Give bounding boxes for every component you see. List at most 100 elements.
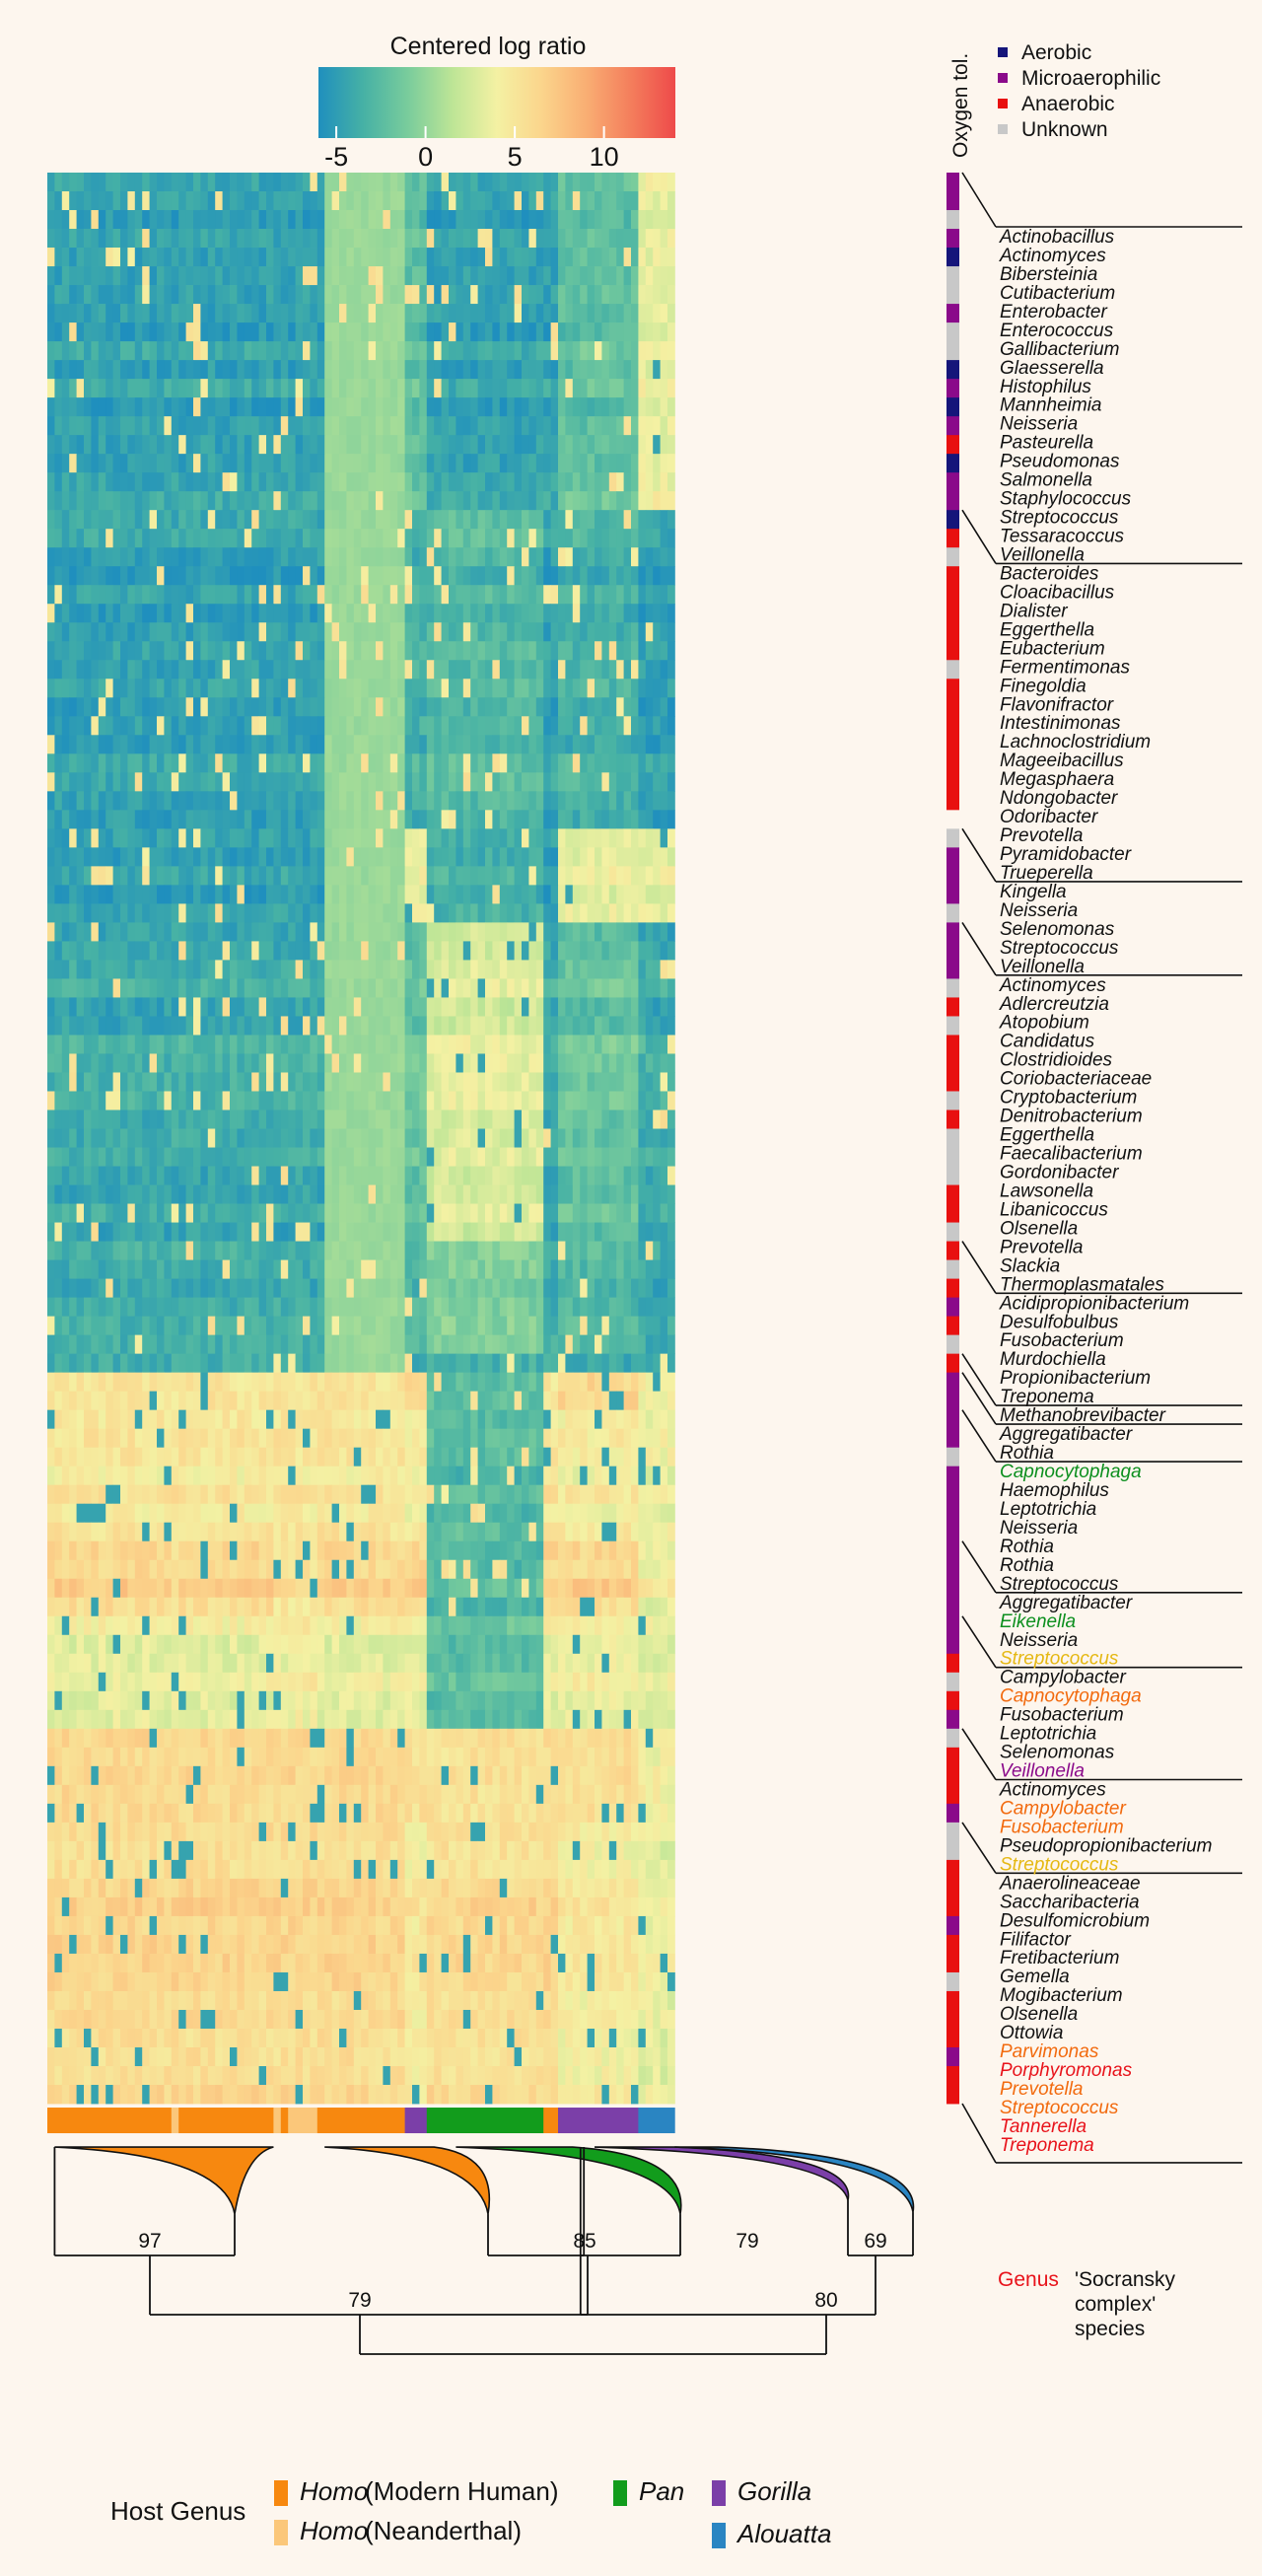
heatmap-cell (288, 379, 296, 398)
heatmap-cell (368, 529, 377, 548)
heatmap-cell (316, 828, 325, 848)
heatmap-cell (258, 491, 267, 511)
heatmap-cell (368, 454, 377, 473)
heatmap-cell (207, 285, 216, 305)
heatmap-cell (339, 1016, 347, 1036)
heatmap-cell (565, 978, 574, 998)
heatmap-cell (361, 622, 369, 642)
heatmap-cell (295, 191, 304, 211)
heatmap-cell (149, 397, 158, 417)
heatmap-cell (244, 173, 252, 192)
heatmap-cell (105, 903, 113, 923)
heatmap-cell (376, 248, 384, 267)
heatmap-cell (98, 510, 106, 530)
heatmap-cell (616, 866, 624, 886)
heatmap-cell (316, 716, 325, 736)
heatmap-cell (514, 1109, 523, 1129)
heatmap-cell (595, 1053, 602, 1073)
heatmap-cell (608, 828, 617, 848)
heatmap-cell (389, 1222, 398, 1242)
heatmap-cell (572, 1072, 581, 1092)
heatmap-cell (456, 1091, 464, 1110)
heatmap-cell (207, 716, 216, 736)
heatmap-cell (492, 1203, 501, 1223)
heatmap-cell (185, 566, 194, 586)
heatmap-cell (207, 491, 216, 511)
heatmap-cell (616, 753, 624, 773)
oxygen-legend-label: Microaerophilic (1021, 67, 1160, 90)
heatmap-cell (383, 1016, 391, 1036)
heatmap-cell (185, 1166, 194, 1185)
heatmap-cell (98, 210, 106, 230)
heatmap-cell (616, 491, 624, 511)
heatmap-cell (462, 903, 471, 923)
heatmap-cell (91, 697, 100, 717)
heatmap-cell (244, 641, 252, 661)
heatmap-cell (91, 810, 100, 829)
heatmap-cell (477, 791, 486, 811)
heatmap-cell (572, 304, 581, 323)
heatmap-cell (449, 1035, 456, 1054)
heatmap-cell (492, 1147, 501, 1167)
heatmap-cell (522, 885, 529, 904)
heatmap-cell (485, 510, 493, 530)
heatmap-cell (54, 978, 63, 998)
heatmap-cell (434, 585, 442, 605)
heatmap-cell (601, 229, 610, 249)
heatmap-cell (595, 416, 602, 436)
heatmap-cell (368, 772, 377, 792)
heatmap-cell (69, 791, 77, 811)
heatmap-cell (456, 1128, 464, 1148)
heatmap-cell (142, 1053, 150, 1073)
heatmap-cell (528, 510, 537, 530)
heatmap-cell (426, 1222, 435, 1242)
heatmap-cell (550, 791, 559, 811)
heatmap-cell (434, 660, 442, 680)
heatmap-cell (412, 472, 420, 492)
heatmap-cell (667, 435, 675, 455)
heatmap-cell (331, 529, 340, 548)
heatmap-cell (237, 397, 245, 417)
heatmap-cell (171, 454, 179, 473)
heatmap-cell (580, 529, 588, 548)
heatmap-cell (660, 866, 668, 886)
heatmap-cell (426, 810, 435, 829)
heatmap-cell (667, 1072, 675, 1092)
heatmap-cell (389, 960, 398, 979)
heatmap-cell (91, 304, 100, 323)
heatmap-cell (485, 772, 493, 792)
heatmap-cell (550, 1128, 559, 1148)
heatmap-cell (127, 397, 136, 417)
heatmap-cell (76, 529, 85, 548)
heatmap-cell (514, 660, 523, 680)
heatmap-cell (667, 679, 675, 698)
heatmap-cell (61, 1241, 70, 1260)
heatmap-cell (426, 847, 435, 867)
heatmap-cell (316, 341, 325, 361)
heatmap-cell (178, 491, 186, 511)
heatmap-cell (368, 735, 377, 754)
heatmap-cell (623, 1203, 632, 1223)
heatmap-cell (98, 1184, 106, 1204)
heatmap-cell (514, 885, 523, 904)
heatmap-cell (528, 604, 537, 623)
heatmap-cell (623, 379, 632, 398)
heatmap-cell (477, 660, 486, 680)
heatmap-cell (346, 1147, 355, 1167)
heatmap-cell (645, 210, 654, 230)
heatmap-cell (638, 322, 647, 342)
heatmap-cell (280, 941, 289, 961)
heatmap-cell (164, 847, 173, 867)
heatmap-cell (98, 397, 106, 417)
heatmap-cell (185, 641, 194, 661)
heatmap-cell (653, 1035, 661, 1054)
heatmap-cell (368, 1222, 377, 1242)
heatmap-cell (449, 941, 456, 961)
heatmap-cell (368, 1035, 377, 1054)
heatmap-cell (638, 1128, 647, 1148)
heatmap-cell (419, 735, 428, 754)
heatmap-cell (76, 1203, 85, 1223)
heatmap-cell (127, 941, 136, 961)
heatmap-cell (434, 1016, 442, 1036)
heatmap-cell (528, 529, 537, 548)
